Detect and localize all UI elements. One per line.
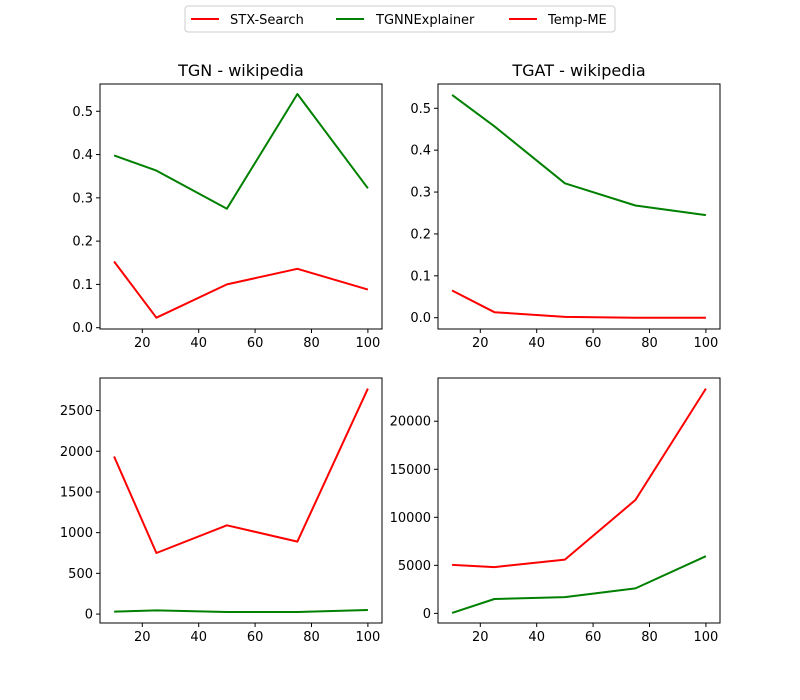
x-tick-label: 40 [528, 336, 545, 351]
y-tick-label: 2000 [60, 445, 93, 460]
panel-title: TGN - wikipedia [177, 61, 304, 80]
series-line-stx-search [452, 388, 707, 569]
y-tick-label: 1500 [60, 485, 93, 500]
x-tick-label: 60 [247, 336, 264, 351]
legend-frame [184, 5, 616, 33]
plot-area: 20 40 60 80 100 0.0 0.1 0.2 0.3 0.4 0.5 [72, 93, 380, 351]
legend-label-stx-search: STX-Search [230, 13, 304, 28]
series-line-tgnnexplainer [114, 609, 368, 613]
x-tick-label: 100 [693, 336, 718, 351]
y-tick-label: 5000 [398, 559, 431, 574]
axes-frame [99, 83, 383, 330]
y-tick-label: 0.0 [410, 311, 431, 326]
axes-frame [99, 377, 383, 624]
y-tick-label: 0.5 [410, 102, 431, 117]
series-line-tgnnexplainer [451, 94, 707, 217]
y-tick-label: 0 [423, 607, 431, 622]
x-tick-label: 100 [355, 630, 380, 645]
y-tick-label: 0.3 [410, 186, 431, 201]
y-tick-label: 500 [68, 567, 93, 582]
plot-area: 20 40 60 80 100 0 5000 10000 15000 20000 [390, 388, 718, 645]
y-tick-label: 0.3 [72, 191, 93, 206]
series-line-temp-me [113, 260, 369, 319]
series-line-tgnnexplainer [451, 555, 707, 614]
y-tick-label: 10000 [390, 511, 431, 526]
x-tick-label: 20 [134, 336, 151, 351]
x-tick-label: 60 [247, 630, 264, 645]
x-tick-label: 80 [303, 336, 320, 351]
y-tick-label: 0.2 [72, 235, 93, 250]
y-tick-label: 2500 [60, 404, 93, 419]
x-tick-label: 40 [528, 630, 545, 645]
x-tick-label: 20 [472, 630, 489, 645]
y-tick-label: 0.4 [72, 148, 93, 163]
y-tick-label: 20000 [390, 415, 431, 430]
series-line-stx-search [113, 388, 369, 554]
axes-frame [437, 83, 721, 330]
axes-frame [437, 377, 721, 624]
plot-area: 20 40 60 80 100 0.0 0.1 0.2 0.3 0.4 0.5 [410, 94, 718, 351]
x-tick-label: 20 [472, 336, 489, 351]
legend-label-tgnnexplainer: TGNNExplainer [375, 13, 475, 28]
panel-tgat-bottom: 20 40 60 80 100 0 5000 10000 15000 20000 [390, 377, 721, 645]
x-tick-label: 100 [355, 336, 380, 351]
y-tick-label: 0.0 [72, 321, 93, 336]
panel-title: TGAT - wikipedia [511, 61, 645, 80]
x-tick-label: 80 [641, 630, 658, 645]
legend-label-temp-me: Temp-ME [547, 13, 607, 28]
panel-tgat-wikipedia-top: TGAT - wikipedia 20 40 60 80 100 0.0 0.1 0.2 0.3… [410, 61, 721, 351]
x-tick-label: 20 [134, 630, 151, 645]
y-tick-label: 0.5 [72, 105, 93, 120]
series-line-tgnnexplainer [113, 93, 369, 210]
y-tick-label: 0.1 [410, 269, 431, 284]
y-tick-label: 1000 [60, 526, 93, 541]
x-tick-label: 80 [641, 336, 658, 351]
series-line-temp-me [451, 289, 706, 319]
x-tick-label: 40 [190, 336, 207, 351]
y-tick-label: 0.1 [72, 278, 93, 293]
x-tick-label: 40 [190, 630, 207, 645]
y-tick-label: 0.2 [410, 227, 431, 242]
y-tick-label: 0.4 [410, 144, 431, 159]
y-tick-label: 15000 [390, 463, 431, 478]
panel-tgn-wikipedia-top: TGN - wikipedia 20 40 60 80 100 0.0 0.1 0.2 0.3 0… [72, 61, 383, 351]
legend: STX-Search TGNNExplainer Temp-ME [184, 5, 616, 33]
x-tick-label: 60 [585, 630, 602, 645]
x-tick-label: 60 [585, 336, 602, 351]
x-tick-label: 80 [303, 630, 320, 645]
x-tick-label: 100 [693, 630, 718, 645]
y-tick-label: 0 [85, 608, 93, 623]
